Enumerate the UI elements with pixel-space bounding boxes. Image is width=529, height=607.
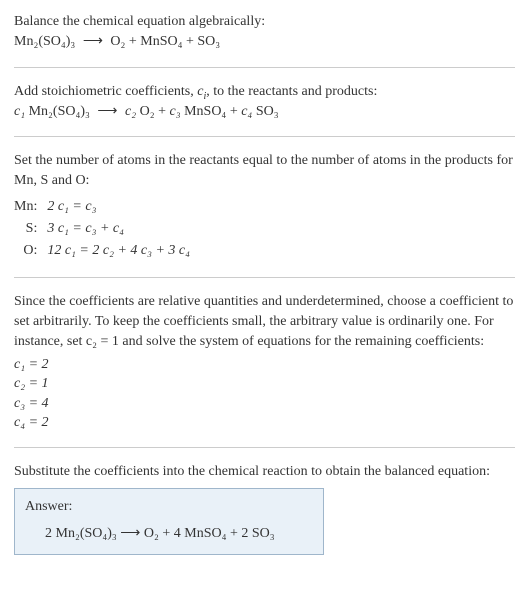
atom-el: O: [14, 240, 47, 262]
atoms-section: Set the number of atoms in the reactants… [14, 151, 515, 262]
intro-lhs: Mn₂(SO₄)₃ [14, 34, 75, 49]
stoich-section: Add stoichiometric coefficients, ci, to … [14, 82, 515, 123]
table-row: Mn: 2 c₁ = c₃ [14, 196, 196, 218]
intro-section: Balance the chemical equation algebraica… [14, 12, 515, 53]
atom-eq: 2 c₁ = c₃ [47, 196, 196, 218]
species-so3: SO₃ [256, 104, 279, 119]
arrow-icon: ⟶ [93, 104, 121, 119]
species-mnso4: MnSO₄ [184, 104, 226, 119]
atom-el: Mn: [14, 196, 47, 218]
coef-line: c₄ = 2 [14, 413, 515, 433]
species-o2: O₂ [140, 104, 155, 119]
atom-eq: 12 c₁ = 2 c₂ + 4 c₃ + 3 c₄ [47, 240, 196, 262]
atom-el: S: [14, 218, 47, 240]
species-lhs: Mn₂(SO₄)₃ [29, 104, 90, 119]
coef-list: c₁ = 2 c₂ = 1 c₃ = 4 c₄ = 2 [14, 355, 515, 433]
coef-c3: c₃ [169, 104, 180, 119]
coef-c1: c₁ [14, 104, 25, 119]
answer-label: Answer: [25, 497, 313, 517]
coef-line: c₁ = 2 [14, 355, 515, 375]
divider [14, 447, 515, 448]
stoich-text-a: Add stoichiometric coefficients, [14, 84, 197, 99]
table-row: S: 3 c₁ = c₃ + c₄ [14, 218, 196, 240]
atoms-text: Set the number of atoms in the reactants… [14, 151, 515, 192]
answer-box: Answer: 2 Mn₂(SO₄)₃ ⟶ O₂ + 4 MnSO₄ + 2 S… [14, 488, 324, 555]
atom-eq: 3 c₁ = c₃ + c₄ [47, 218, 196, 240]
ci-symbol: ci [197, 84, 206, 99]
coef-line: c₃ = 4 [14, 394, 515, 414]
intro-line: Balance the chemical equation algebraica… [14, 12, 515, 32]
divider [14, 136, 515, 137]
intro-reaction: Mn₂(SO₄)₃ ⟶ O₂ + MnSO₄ + SO₃ [14, 32, 515, 52]
answer-equation: 2 Mn₂(SO₄)₃ ⟶ O₂ + 4 MnSO₄ + 2 SO₃ [25, 524, 313, 544]
intro-rhs: O₂ + MnSO₄ + SO₃ [110, 34, 220, 49]
divider [14, 67, 515, 68]
divider [14, 277, 515, 278]
subst-section: Substitute the coefficients into the che… [14, 462, 515, 555]
coef-c2: c₂ [125, 104, 136, 119]
stoich-reaction: c₁ Mn₂(SO₄)₃ ⟶ c₂ O₂ + c₃ MnSO₄ + c₄ SO₃ [14, 102, 515, 122]
table-row: O: 12 c₁ = 2 c₂ + 4 c₃ + 3 c₄ [14, 240, 196, 262]
arrow-icon: ⟶ [79, 34, 107, 49]
subst-text: Substitute the coefficients into the che… [14, 462, 515, 482]
stoich-text-b: , to the reactants and products: [206, 84, 377, 99]
solve-text: Since the coefficients are relative quan… [14, 292, 515, 353]
stoich-text: Add stoichiometric coefficients, ci, to … [14, 82, 515, 102]
atoms-table: Mn: 2 c₁ = c₃ S: 3 c₁ = c₃ + c₄ O: 12 c₁… [14, 196, 196, 263]
solve-section: Since the coefficients are relative quan… [14, 292, 515, 433]
coef-line: c₂ = 1 [14, 374, 515, 394]
coef-c4: c₄ [241, 104, 252, 119]
